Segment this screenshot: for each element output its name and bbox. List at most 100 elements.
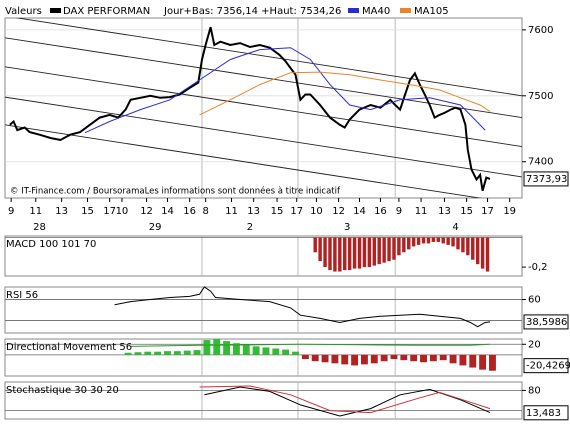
bar bbox=[282, 349, 290, 355]
bar bbox=[456, 237, 460, 250]
series-line bbox=[130, 343, 491, 347]
bar bbox=[380, 354, 388, 362]
bar bbox=[362, 237, 367, 268]
last-value-box bbox=[523, 358, 569, 374]
x-tick-label: 12 bbox=[140, 206, 153, 217]
bar bbox=[347, 237, 352, 271]
bar bbox=[232, 343, 240, 355]
x-tick-label: 17 bbox=[103, 206, 116, 217]
legend-label: DAX PERFORMAN bbox=[63, 6, 150, 17]
bar bbox=[134, 352, 142, 355]
bar bbox=[144, 351, 152, 355]
bar bbox=[446, 237, 450, 245]
bar bbox=[479, 354, 487, 370]
bar bbox=[402, 237, 406, 253]
panel-frame bbox=[4, 286, 523, 334]
bar bbox=[416, 237, 421, 245]
bar bbox=[397, 237, 401, 256]
x-tick-label: 13 bbox=[247, 206, 260, 217]
legend-swatch bbox=[50, 8, 61, 13]
bar bbox=[351, 354, 359, 366]
x-tick-label: 17 bbox=[481, 206, 494, 217]
bar bbox=[489, 354, 496, 371]
bar bbox=[387, 237, 391, 262]
day-label: 29 bbox=[149, 222, 162, 233]
bar bbox=[475, 237, 480, 265]
bar bbox=[203, 340, 211, 355]
legend-label: MA105 bbox=[414, 6, 449, 17]
channel-line bbox=[5, 124, 483, 198]
panel-title: RSI 56 bbox=[6, 290, 38, 301]
bar bbox=[338, 237, 342, 272]
x-tick-label: 16 bbox=[183, 206, 196, 217]
bar bbox=[352, 237, 357, 269]
source-note: © IT-Finance.com / BoursoramaLes informa… bbox=[10, 186, 341, 197]
x-tick-label: 14 bbox=[161, 206, 174, 217]
bar bbox=[154, 351, 162, 355]
bar bbox=[341, 354, 349, 365]
x-tick-label: 10 bbox=[116, 206, 129, 217]
bar bbox=[411, 237, 416, 247]
header-subtitle: Jour+Bas: 7356,14 +Haut: 7534,26 bbox=[163, 6, 341, 17]
bar bbox=[242, 345, 250, 355]
bar bbox=[360, 354, 368, 365]
bar bbox=[439, 354, 447, 361]
bar bbox=[480, 237, 485, 269]
series-line bbox=[84, 47, 486, 134]
day-label: 28 bbox=[33, 222, 46, 233]
bar bbox=[333, 237, 337, 272]
bar bbox=[193, 350, 201, 355]
bar bbox=[301, 354, 309, 360]
legend-swatch bbox=[348, 8, 359, 13]
x-tick-label: 8 bbox=[202, 206, 208, 217]
last-value-label: 13,483 bbox=[526, 408, 561, 419]
channel-line bbox=[14, 18, 522, 97]
last-value-label: 7373,93 bbox=[526, 174, 567, 185]
x-tick-label: 9 bbox=[396, 206, 402, 217]
x-tick-label: 14 bbox=[353, 206, 366, 217]
bar bbox=[124, 352, 132, 355]
y-tick-label: 80 bbox=[528, 385, 541, 396]
legend-label: MA40 bbox=[362, 6, 390, 17]
bar bbox=[466, 237, 470, 256]
bar bbox=[223, 341, 231, 355]
bar bbox=[436, 237, 441, 242]
bar bbox=[461, 237, 465, 253]
bar bbox=[357, 237, 362, 269]
x-tick-label: 11 bbox=[415, 206, 428, 217]
bar bbox=[343, 237, 347, 271]
bar bbox=[213, 339, 221, 355]
y-tick-label: 7600 bbox=[528, 25, 553, 36]
day-label: 4 bbox=[452, 222, 458, 233]
bar bbox=[459, 354, 467, 366]
x-tick-label: 9 bbox=[8, 206, 14, 217]
bar bbox=[318, 237, 322, 262]
x-tick-label: 15 bbox=[271, 206, 284, 217]
x-tick-label: 11 bbox=[29, 206, 42, 217]
panel-title: Stochastique 30 30 20 bbox=[6, 385, 119, 396]
x-tick-label: 16 bbox=[374, 206, 387, 217]
bar bbox=[164, 351, 171, 355]
plot-area bbox=[5, 286, 522, 333]
bar bbox=[485, 237, 490, 272]
x-tick-label: 19 bbox=[503, 206, 516, 217]
bar bbox=[323, 237, 327, 268]
series-line bbox=[199, 385, 491, 414]
panel-title: MACD 100 101 70 bbox=[6, 239, 96, 250]
bar bbox=[426, 237, 431, 244]
bar bbox=[421, 237, 426, 244]
channel-line bbox=[5, 66, 522, 148]
bar bbox=[272, 348, 280, 355]
bar bbox=[471, 237, 475, 260]
bar bbox=[331, 354, 339, 364]
bar bbox=[382, 237, 386, 263]
bar bbox=[183, 350, 191, 355]
last-value-label: 38,5986 bbox=[526, 317, 567, 328]
bar bbox=[311, 354, 319, 362]
bar bbox=[420, 354, 427, 363]
panel-frame bbox=[4, 17, 523, 199]
y-tick-label: 20 bbox=[528, 339, 541, 350]
day-label: 3 bbox=[344, 222, 350, 233]
plot-area bbox=[5, 236, 522, 276]
panel-frame bbox=[4, 381, 523, 420]
